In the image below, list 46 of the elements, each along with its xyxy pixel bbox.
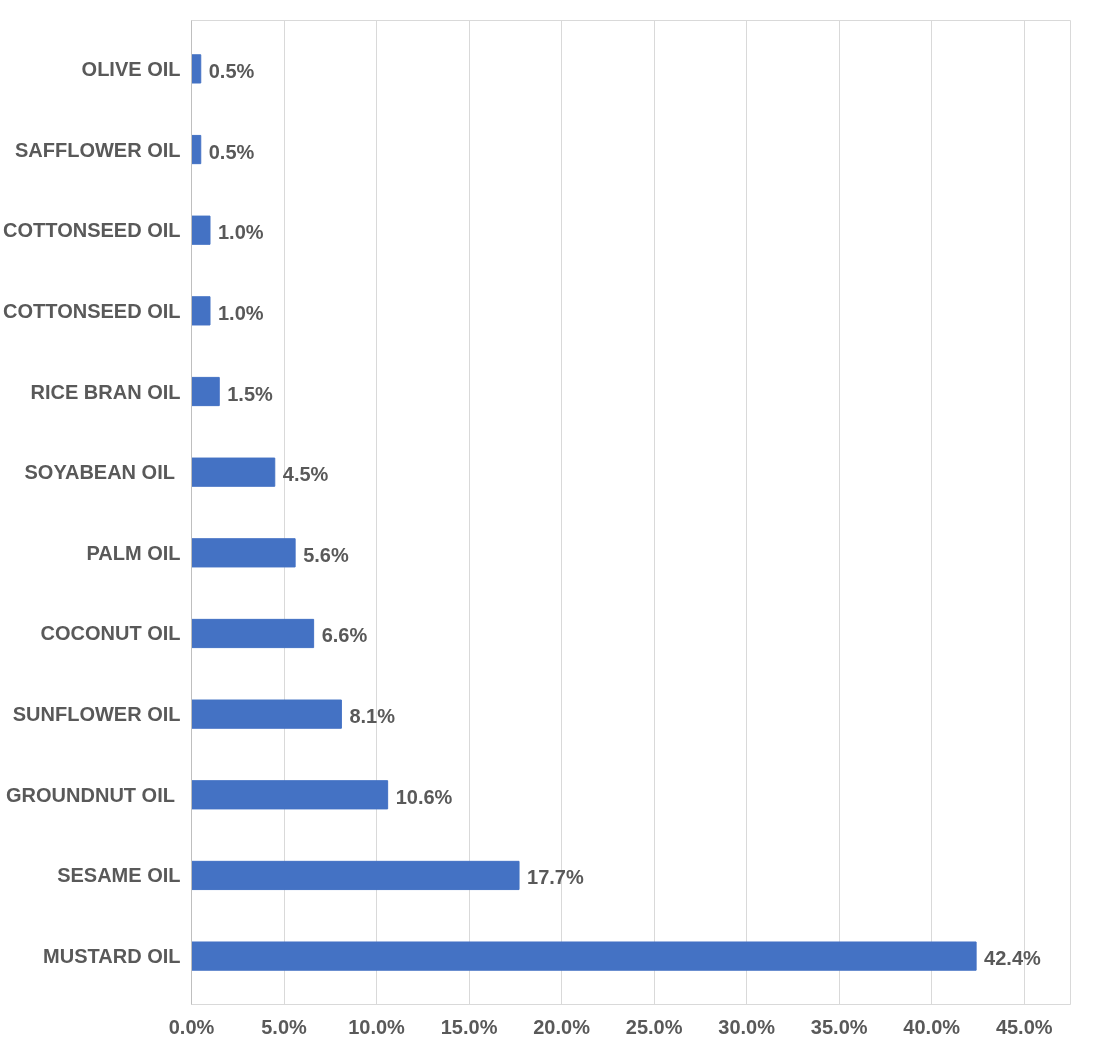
bar — [191, 457, 276, 487]
bar — [191, 296, 211, 326]
y-tick-label: COTTONSEED OIL — [3, 299, 181, 322]
bar — [191, 941, 977, 971]
bar — [191, 54, 202, 84]
y-tick-label: OLIVE OIL — [81, 57, 181, 80]
bar — [191, 215, 211, 245]
data-label: 1.0% — [218, 221, 264, 244]
x-tick-label: 30.0% — [718, 1015, 776, 1038]
y-tick-label: GROUNDNUT OIL — [6, 783, 175, 806]
y-tick-label: COCONUT OIL — [40, 622, 181, 645]
data-label: 0.5% — [208, 140, 255, 163]
data-label: 1.0% — [218, 301, 264, 324]
data-label: 4.5% — [282, 463, 329, 486]
data-label: 42.4% — [984, 947, 1042, 970]
y-tick-label: MUSTARD OIL — [43, 945, 181, 968]
x-tick-label: 5.0% — [261, 1015, 308, 1038]
bar — [191, 699, 342, 729]
y-tick-label: SESAME OIL — [57, 864, 181, 887]
data-label: 8.1% — [349, 705, 396, 728]
data-label: 5.6% — [303, 543, 349, 566]
data-label: 1.5% — [227, 382, 274, 405]
y-tick-label: RICE BRAN OIL — [30, 380, 181, 403]
y-tick-label: SAFFLOWER OIL — [14, 138, 181, 161]
x-tick-label: 40.0% — [903, 1015, 961, 1038]
data-label: 10.6% — [395, 785, 453, 808]
data-label: 0.5% — [208, 59, 255, 82]
y-tick-label: SOYABEAN OIL — [24, 461, 175, 484]
bar — [191, 618, 315, 649]
x-tick-label: 10.0% — [348, 1015, 406, 1038]
x-tick-label: 25.0% — [625, 1015, 683, 1038]
y-tick-label: COTTONSEED OIL — [3, 219, 181, 242]
bar — [191, 860, 520, 891]
x-tick-label: 20.0% — [533, 1015, 591, 1038]
bar — [191, 538, 296, 568]
bar — [191, 376, 220, 407]
x-tick-label: 35.0% — [810, 1015, 868, 1038]
data-label: 6.6% — [321, 624, 368, 647]
y-tick-label: SUNFLOWER OIL — [12, 703, 181, 726]
y-tick-label: PALM OIL — [86, 541, 181, 564]
bar — [191, 134, 202, 165]
x-tick-label: 15.0% — [440, 1015, 498, 1038]
bar — [191, 780, 389, 810]
data-label: 17.7% — [527, 866, 584, 889]
x-tick-label: 0.0% — [168, 1015, 215, 1038]
x-tick-label: 45.0% — [995, 1015, 1053, 1038]
